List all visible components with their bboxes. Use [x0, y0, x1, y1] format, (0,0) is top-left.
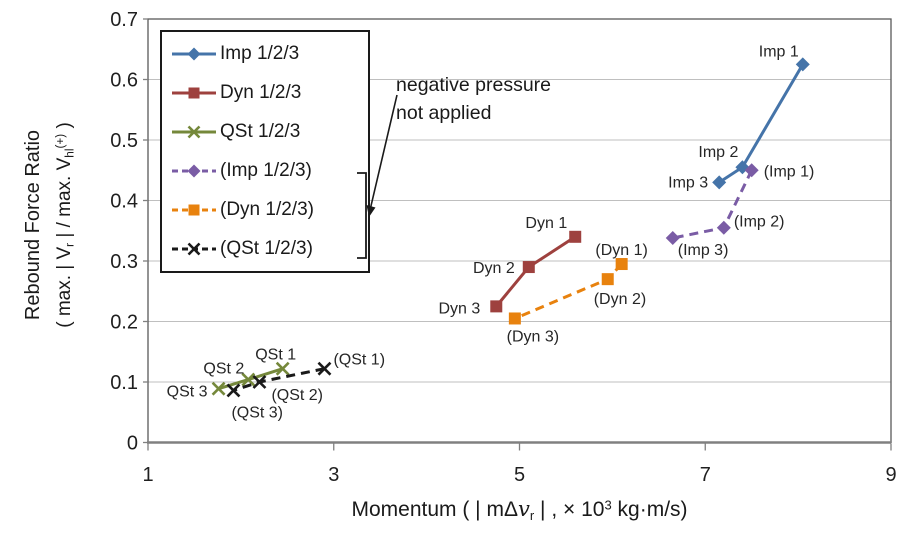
data-point-label: (Dyn 2): [594, 291, 646, 308]
x-axis-tick-label: 5: [514, 464, 525, 486]
data-point-marker: [508, 312, 521, 325]
data-point-marker: [275, 361, 290, 376]
data-point-label: Imp 1: [759, 43, 799, 60]
legend-marker-square-icon: [172, 204, 216, 216]
y-axis-title: Rebound Force Ratio ( max. | Vr | / max.…: [20, 10, 76, 440]
y-axis-tick-label: 0.2: [110, 312, 138, 334]
legend-marker: [188, 87, 200, 99]
data-point-label: (Imp 2): [734, 214, 785, 231]
legend-label: (QSt 1/2/3): [220, 238, 313, 260]
data-point-marker: [795, 57, 810, 72]
legend-label: (Dyn 1/2/3): [220, 199, 314, 221]
legend-marker-x-icon: [172, 125, 216, 139]
data-point-label: Dyn 1: [525, 215, 567, 232]
legend-item-6: (QSt 1/2/3): [171, 238, 368, 260]
data-point-label: (Imp 1): [764, 163, 815, 180]
data-point-label: QSt 3: [167, 384, 208, 401]
data-point-marker: [241, 372, 256, 387]
data-point-label: (Dyn 1): [595, 242, 647, 259]
data-point-marker: [712, 175, 727, 190]
legend-marker: [188, 204, 200, 216]
data-point-marker: [716, 220, 731, 235]
data-point-marker: [490, 300, 503, 313]
data-point-label: Imp 3: [668, 174, 708, 191]
x-axis-title: Momentum ( | mΔvr | , × 103 kg·m/s): [351, 497, 688, 523]
data-point-label: QSt 1: [255, 347, 296, 364]
data-point-marker: [601, 273, 614, 286]
legend-item-5: (Dyn 1/2/3): [171, 199, 368, 221]
data-point-label: Dyn 3: [438, 300, 480, 317]
annotation-negative-pressure: negative pressure not applied: [396, 71, 551, 127]
legend-marker: [187, 125, 201, 139]
data-point-label: QSt 2: [203, 361, 244, 378]
y-axis-tick-label: 0.7: [110, 9, 138, 31]
y-axis-title-line1: Rebound Force Ratio: [22, 129, 44, 321]
y-axis-tick-label: 0.1: [110, 372, 138, 394]
data-point-label: (QSt 2): [271, 387, 323, 404]
legend-item-1: Imp 1/2/3: [171, 43, 368, 65]
data-point-label: (Imp 3): [678, 242, 729, 259]
data-point-label: (Dyn 3): [507, 328, 559, 345]
legend-marker: [187, 47, 201, 61]
data-point-label: Dyn 2: [473, 260, 515, 277]
y-axis-title-line2: ( max. | Vr | / max. Vhl(+) ): [53, 122, 77, 328]
data-point-label: Imp 2: [698, 144, 738, 161]
annotation-line-2: not applied: [396, 102, 492, 124]
data-point-marker: [744, 163, 759, 178]
legend-marker-diamond-icon: [172, 164, 216, 178]
annotation-line-1: negative pressure: [396, 74, 552, 96]
data-point-marker: [665, 231, 680, 246]
data-point-marker: [211, 381, 226, 396]
legend-label: Imp 1/2/3: [220, 42, 300, 64]
legend-marker-square-icon: [172, 87, 216, 99]
x-axis-tick-label: 9: [885, 464, 896, 486]
legend-label: QSt 1/2/3: [220, 120, 301, 142]
data-point-marker: [569, 230, 582, 243]
y-axis-tick-label: 0.3: [110, 251, 138, 273]
data-point-marker: [615, 258, 628, 271]
legend-marker-diamond-icon: [172, 47, 216, 61]
y-axis-tick-label: 0.4: [110, 191, 138, 213]
legend-item-3: QSt 1/2/3: [171, 121, 368, 143]
y-axis-tick-label: 0.6: [110, 70, 138, 92]
legend-marker-x-icon: [172, 242, 216, 256]
legend-item-4: (Imp 1/2/3): [171, 160, 368, 182]
legend-label: Dyn 1/2/3: [220, 81, 302, 103]
legend-item-2: Dyn 1/2/3: [171, 82, 368, 104]
y-axis-tick-label: 0: [127, 433, 138, 455]
data-point-marker: [226, 383, 241, 398]
y-axis-tick-label: 0.5: [110, 130, 138, 152]
data-point-label: (QSt 1): [333, 352, 385, 369]
data-point-marker: [522, 261, 535, 274]
legend-label: (Imp 1/2/3): [220, 160, 312, 182]
x-axis-tick-label: 1: [142, 464, 153, 486]
x-axis-tick-label: 3: [328, 464, 339, 486]
data-point-label: (QSt 3): [231, 404, 283, 421]
data-point-marker: [252, 375, 267, 389]
x-axis-tick-label: 7: [700, 464, 711, 486]
legend-marker: [187, 164, 201, 178]
legend-marker: [187, 242, 201, 256]
chart-legend: Imp 1/2/3 Dyn 1/2/3 QSt 1/2/3 (Imp 1/2/3) (D…: [160, 30, 370, 273]
data-point-marker: [317, 361, 332, 376]
